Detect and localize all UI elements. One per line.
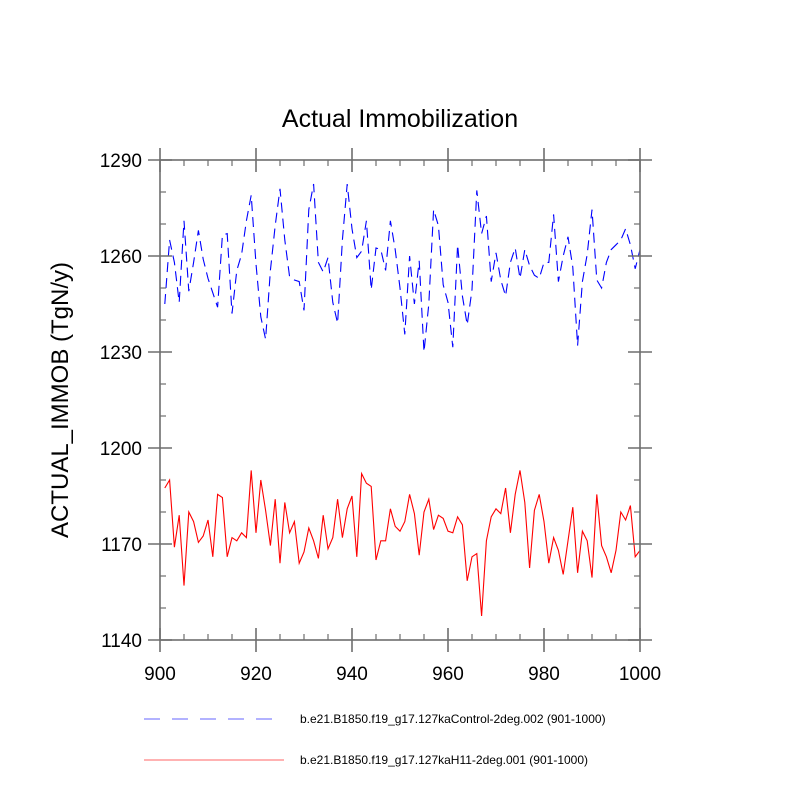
chart-title: Actual Immobilization (282, 105, 518, 133)
x-tick-label: 900 (144, 664, 176, 685)
series-line-0 (164, 183, 641, 353)
x-tick-label: 980 (528, 664, 560, 685)
y-tick-label: 1230 (100, 343, 142, 364)
y-tick-label: 1290 (100, 151, 142, 172)
legend-label-0: b.e21.B1850.f19_g17.127kaControl-2deg.00… (300, 712, 606, 726)
plot-frame (159, 159, 641, 641)
x-tick-label: 960 (432, 664, 464, 685)
y-tick-label: 1140 (101, 631, 142, 652)
x-tick-label: 920 (240, 664, 272, 685)
x-tick-label: 1000 (619, 664, 661, 685)
x-tick-label: 940 (336, 664, 368, 685)
legend: b.e21.B1850.f19_g17.127kaControl-2deg.00… (144, 712, 606, 767)
axes-layer: 900 920 940 960 980 1000 1140 1170 1200 1230 1260 1… (100, 148, 661, 685)
series-layer (164, 183, 641, 617)
series-line-1 (164, 470, 641, 617)
y-tick-label: 1200 (100, 439, 142, 460)
y-tick-label: 1170 (101, 535, 142, 556)
y-tick-label: 1260 (100, 247, 142, 268)
y-axis-label: ACTUAL_IMMOB (TgN/y) (47, 262, 74, 538)
legend-label-1: b.e21.B1850.f19_g17.127kaH11-2deg.001 (9… (300, 753, 588, 767)
